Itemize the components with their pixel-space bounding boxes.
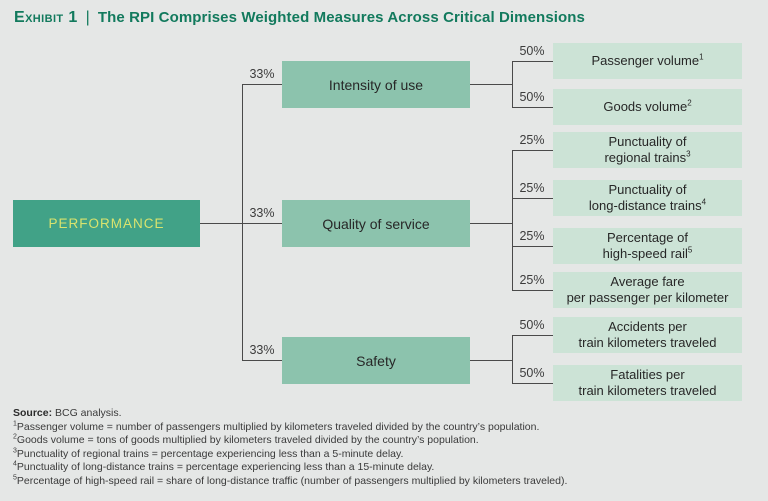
weight-label-measure-5: 25% xyxy=(519,229,545,243)
measure-label: Punctuality of long-distance trains xyxy=(588,182,702,213)
measure-node-fatalities: Fatalities per train kilometers traveled xyxy=(553,365,742,401)
weight-label-measure-4: 25% xyxy=(519,181,545,195)
measure-node-goods-volume: Goods volume2 xyxy=(553,89,742,125)
source-text: BCG analysis. xyxy=(52,407,122,419)
measure-label: Accidents per train kilometers traveled xyxy=(578,319,717,350)
dimension-node-intensity-of-use: Intensity of use xyxy=(282,61,470,108)
measure-label: Average fare per passenger per kilometer xyxy=(566,274,729,305)
footnote-text: Punctuality of regional trains = percent… xyxy=(16,447,404,460)
footnote-number: 4 xyxy=(13,460,17,468)
footnote-line: 5Percentage of high-speed rail = share o… xyxy=(13,474,568,489)
weight-label-measure-7: 50% xyxy=(519,318,545,332)
weight-label-measure-2: 50% xyxy=(519,90,545,104)
measure-node-punctuality-regional: Punctuality of regional trains3 xyxy=(553,132,742,168)
measure-label: Percentage of high-speed rail xyxy=(602,230,688,261)
footnote-line: 2Goods volume = tons of goods multiplied… xyxy=(13,434,567,448)
exhibit-title-bar: Exhibit 1 | The RPI Comprises Weighted M… xyxy=(14,9,585,27)
footnote-text: Goods volume = tons of goods multiplied … xyxy=(16,434,479,447)
footnote-ref: 5 xyxy=(687,245,693,255)
measure-node-accidents: Accidents per train kilometers traveled xyxy=(553,317,742,353)
source-line: Source: BCG analysis. xyxy=(13,407,567,421)
weight-label-measure-1: 50% xyxy=(519,44,545,58)
footnote-text: Percentage of high-speed rail = share of… xyxy=(16,474,568,487)
footnote-line: 3Punctuality of regional trains = percen… xyxy=(13,447,567,462)
measure-node-passenger-volume: Passenger volume1 xyxy=(553,43,742,79)
footnote-ref: 1 xyxy=(699,52,704,62)
dimension-node-quality-of-service: Quality of service xyxy=(282,200,470,247)
title-separator: | xyxy=(85,9,90,26)
footnote-line: 1Passenger volume = number of passengers… xyxy=(13,420,567,435)
exhibit-number: Exhibit 1 xyxy=(14,9,78,26)
dimension-label: Quality of service xyxy=(322,215,430,232)
footnotes-block: Source: BCG analysis. 1Passenger volume … xyxy=(13,407,567,489)
dimension-label: Intensity of use xyxy=(328,76,424,93)
footnote-text: Passenger volume = number of passengers … xyxy=(16,420,540,433)
measure-label: Goods volume xyxy=(603,99,688,115)
performance-root-node: PERFORMANCE xyxy=(13,200,200,247)
footnote-number: 1 xyxy=(13,420,17,428)
weight-label-quality: 33% xyxy=(249,206,275,220)
source-label: Source: xyxy=(13,407,53,419)
footnote-number: 3 xyxy=(13,447,17,455)
footnote-number: 2 xyxy=(13,433,17,441)
footnote-line: 4Punctuality of long-distance trains = p… xyxy=(13,461,567,475)
weight-label-measure-8: 50% xyxy=(519,366,545,380)
measure-node-average-fare: Average fare per passenger per kilometer xyxy=(553,272,742,308)
footnote-number: 5 xyxy=(13,474,17,482)
weight-label-measure-3: 25% xyxy=(519,133,545,147)
measure-label: Passenger volume xyxy=(591,53,700,69)
measure-node-high-speed-rail: Percentage of high-speed rail5 xyxy=(553,228,742,264)
weight-label-intensity: 33% xyxy=(249,67,275,81)
footnote-ref: 3 xyxy=(686,149,691,159)
footnote-text: Punctuality of long-distance trains = pe… xyxy=(16,461,435,474)
page-title: The RPI Comprises Weighted Measures Acro… xyxy=(97,9,586,26)
weight-label-safety: 33% xyxy=(249,343,275,357)
footnote-ref: 2 xyxy=(687,98,692,108)
measure-node-punctuality-long-distance: Punctuality of long-distance trains4 xyxy=(553,180,742,216)
footnote-ref: 4 xyxy=(701,197,707,207)
measure-label: Fatalities per train kilometers traveled xyxy=(578,367,717,398)
measure-label: Punctuality of regional trains xyxy=(604,134,687,165)
performance-root-label: PERFORMANCE xyxy=(48,216,165,231)
dimension-label: Safety xyxy=(356,352,396,369)
weight-label-measure-6: 25% xyxy=(519,273,545,287)
dimension-node-safety: Safety xyxy=(282,337,470,384)
